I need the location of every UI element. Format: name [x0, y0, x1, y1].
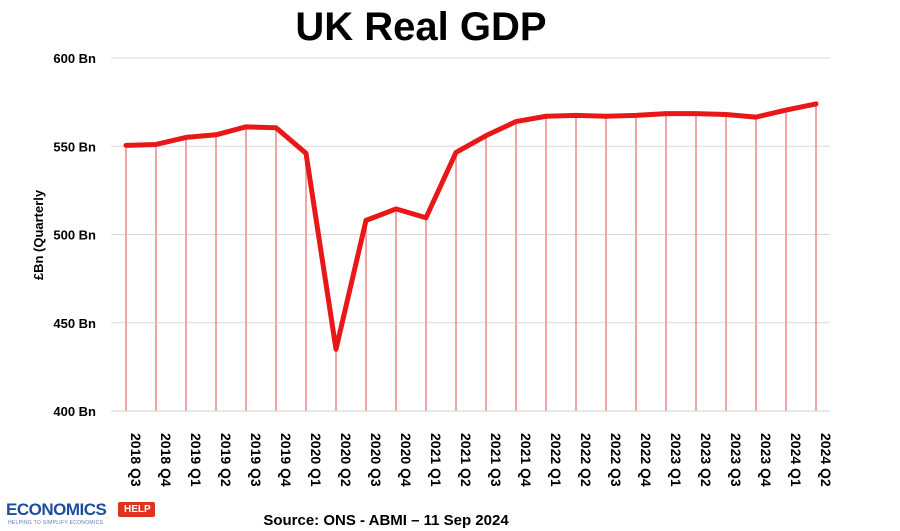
y-axis-label: £Bn (Quarterly: [31, 189, 46, 280]
logo-tagline: HELPING TO SIMPLIFY ECONOMICS: [8, 520, 104, 526]
x-tick-label: 2023 Q3: [728, 433, 744, 487]
y-tick-label: 500 Bn: [53, 228, 96, 243]
y-axis-ticks: 400 Bn 450 Bn 500 Bn 550 Bn 600 Bn: [53, 51, 96, 419]
x-tick-label: 2021 Q1: [428, 433, 444, 487]
x-tick-label: 2023 Q2: [698, 433, 714, 487]
y-tick-label: 550 Bn: [53, 139, 96, 154]
y-tick-label: 400 Bn: [53, 404, 96, 419]
x-tick-label: 2022 Q4: [638, 433, 654, 487]
y-tick-label: 450 Bn: [53, 316, 96, 331]
y-tick-label: 600 Bn: [53, 51, 96, 66]
x-tick-label: 2021 Q4: [518, 433, 534, 487]
x-tick-label: 2020 Q1: [308, 433, 324, 487]
chart-title: UK Real GDP: [295, 5, 546, 49]
drop-lines: [125, 103, 817, 411]
x-tick-label: 2020 Q2: [338, 433, 354, 487]
x-tick-label: 2024 Q1: [788, 433, 804, 487]
x-tick-label: 2019 Q4: [278, 433, 294, 487]
source-note: Source: ONS - ABMI – 11 Sep 2024: [263, 512, 509, 529]
x-tick-label: 2023 Q4: [758, 433, 774, 487]
x-tick-label: 2019 Q3: [248, 433, 264, 487]
x-tick-label: 2020 Q4: [398, 433, 414, 487]
x-tick-label: 2018 Q4: [158, 433, 174, 487]
logo-badge: HELP: [118, 502, 155, 517]
x-tick-label: 2022 Q1: [548, 433, 564, 487]
x-tick-label: 2021 Q2: [458, 433, 474, 487]
x-tick-label: 2021 Q3: [488, 433, 504, 487]
x-tick-label: 2022 Q3: [608, 433, 624, 487]
economics-help-logo: ECONOMICS HELP HELPING TO SIMPLIFY ECONO…: [6, 498, 156, 528]
x-tick-label: 2022 Q2: [578, 433, 594, 487]
x-tick-label: 2020 Q3: [368, 433, 384, 487]
x-tick-label: 2024 Q2: [818, 433, 834, 487]
x-tick-label: 2019 Q1: [188, 433, 204, 487]
gridlines: [111, 57, 830, 324]
x-axis-ticks: 2018 Q3 2018 Q4 2019 Q1 2019 Q2 2019 Q3 2019 …: [128, 433, 834, 487]
x-tick-label: 2019 Q2: [218, 433, 234, 487]
series-line: [123, 101, 819, 352]
x-tick-label: 2023 Q1: [668, 433, 684, 487]
logo-wordmark: ECONOMICS: [6, 500, 107, 519]
x-tick-label: 2018 Q3: [128, 433, 144, 487]
